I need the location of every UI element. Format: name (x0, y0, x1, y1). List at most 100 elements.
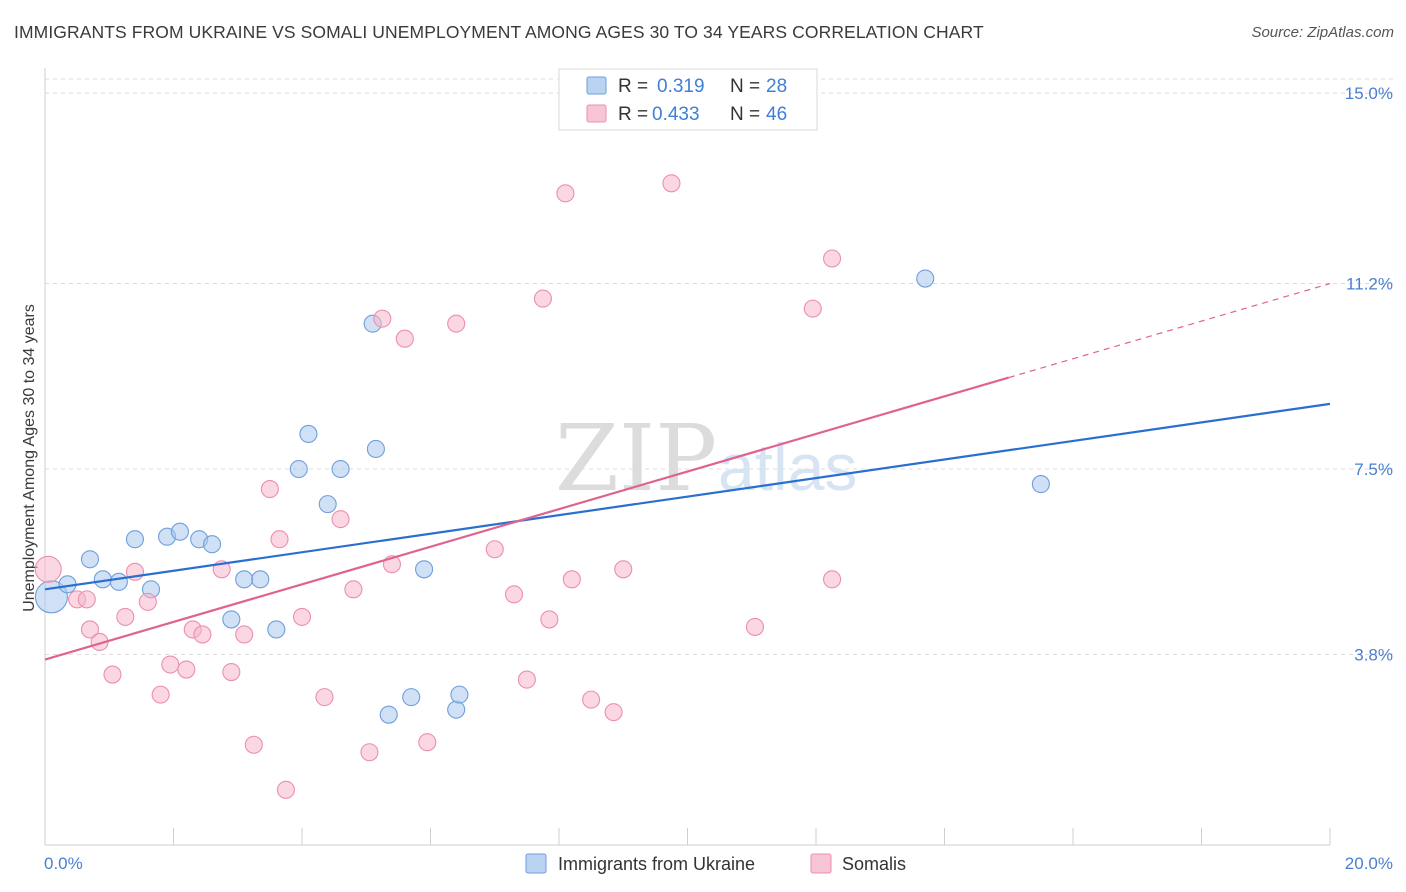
bottom-legend: Immigrants from Ukraine Somalis (525, 853, 906, 874)
y-tick-labels: 3.8% 7.5% 11.2% 15.0% (1345, 84, 1393, 664)
data-point[interactable] (138, 592, 157, 611)
data-point[interactable] (395, 329, 414, 348)
data-point[interactable] (360, 743, 379, 762)
data-point[interactable] (823, 249, 842, 268)
data-point[interactable] (116, 607, 135, 626)
data-point[interactable] (161, 655, 180, 674)
bottom-legend-item-ukraine[interactable]: Immigrants from Ukraine (525, 853, 755, 874)
legend-n-value-somalis: 46 (766, 104, 787, 125)
data-point[interactable] (540, 610, 559, 629)
data-point[interactable] (203, 535, 222, 554)
data-point[interactable] (562, 570, 581, 589)
data-point[interactable] (177, 660, 196, 679)
top-legend-row-somalis: R = 0.433 N = 46 (586, 104, 787, 125)
data-point[interactable] (533, 289, 552, 308)
legend-r-value-ukraine: 0.319 (657, 76, 705, 97)
data-point[interactable] (193, 625, 212, 644)
legend-n-label: N = (730, 104, 760, 125)
legend-swatch-somalis (586, 104, 607, 123)
data-point[interactable] (289, 459, 308, 479)
data-point[interactable] (251, 570, 270, 589)
data-point[interactable] (556, 184, 575, 203)
x-tick-label: 20.0% (1345, 854, 1393, 873)
data-point[interactable] (235, 625, 254, 644)
data-point[interactable] (299, 424, 318, 443)
top-legend-row-ukraine: R = 0.319 N = 28 (586, 76, 787, 97)
data-point[interactable] (450, 685, 469, 704)
watermark: ZIP atlas (555, 405, 857, 512)
bottom-legend-label-somalis: Somalis (842, 854, 906, 874)
data-point[interactable] (517, 670, 536, 689)
legend-r-value-somalis: 0.433 (652, 104, 700, 125)
data-point[interactable] (745, 617, 765, 636)
data-point[interactable] (916, 269, 935, 288)
data-point[interactable] (34, 555, 62, 583)
chart-title: IMMIGRANTS FROM UKRAINE VS SOMALI UNEMPL… (14, 22, 984, 42)
data-point[interactable] (485, 540, 504, 559)
trend-line-extension-somalis (1008, 282, 1331, 379)
data-point[interactable] (151, 685, 170, 704)
data-point[interactable] (170, 522, 189, 541)
axes (44, 68, 1331, 846)
y-tick-label: 3.8% (1354, 646, 1393, 665)
trend-lines (44, 282, 1331, 661)
data-points (34, 174, 1050, 799)
series-somalis (34, 174, 842, 799)
data-point[interactable] (344, 580, 363, 599)
legend-r-label: R = (618, 76, 648, 97)
data-point[interactable] (402, 688, 421, 707)
data-point[interactable] (270, 530, 289, 549)
data-point[interactable] (244, 735, 263, 754)
data-point[interactable] (267, 620, 286, 639)
data-point[interactable] (447, 700, 466, 719)
data-point[interactable] (604, 703, 623, 722)
data-point[interactable] (331, 510, 350, 529)
data-point[interactable] (331, 459, 350, 479)
data-point[interactable] (222, 610, 241, 629)
data-point[interactable] (80, 620, 100, 639)
gridlines (45, 78, 1395, 656)
bottom-legend-item-somalis[interactable]: Somalis (810, 853, 906, 874)
data-point[interactable] (103, 665, 122, 684)
y-tick-label: 7.5% (1354, 460, 1393, 479)
bottom-legend-swatch-ukraine (525, 853, 547, 874)
data-point[interactable] (222, 663, 241, 682)
data-point[interactable] (662, 174, 681, 193)
data-point[interactable] (504, 585, 524, 604)
legend-swatch-ukraine (586, 76, 607, 95)
bottom-legend-label-ukraine: Immigrants from Ukraine (558, 854, 755, 874)
data-point[interactable] (125, 530, 144, 549)
watermark-zip: ZIP (555, 405, 717, 512)
x-tick-labels: 0.0% 20.0% (44, 854, 1393, 873)
data-point[interactable] (77, 590, 96, 609)
data-point[interactable] (80, 550, 100, 569)
data-point[interactable] (260, 480, 279, 499)
trend-line-ukraine (44, 402, 1331, 591)
legend-n-value-ukraine: 28 (766, 76, 787, 97)
trend-line-somalis (44, 376, 1010, 661)
data-point[interactable] (803, 299, 822, 318)
y-tick-label: 11.2% (1346, 275, 1393, 294)
data-point[interactable] (614, 560, 633, 579)
series-ukraine (34, 269, 1050, 724)
data-point[interactable] (235, 570, 254, 589)
data-point[interactable] (366, 439, 385, 459)
data-point[interactable] (318, 495, 337, 514)
data-point[interactable] (315, 688, 334, 707)
data-point[interactable] (292, 607, 312, 626)
data-point[interactable] (379, 705, 398, 724)
data-point[interactable] (582, 690, 601, 709)
data-point[interactable] (823, 570, 842, 589)
data-point[interactable] (415, 560, 434, 579)
data-point[interactable] (109, 572, 128, 591)
data-point[interactable] (373, 309, 392, 328)
y-axis-title: Unemployment Among Ages 30 to 34 years (21, 304, 38, 612)
top-legend: R = 0.319 N = 28 R = 0.433 N = 46 (558, 68, 818, 131)
y-tick-label: 15.0% (1345, 84, 1393, 103)
legend-r-label: R = (618, 104, 648, 125)
data-point[interactable] (276, 780, 295, 799)
data-point[interactable] (1031, 475, 1050, 494)
data-point[interactable] (447, 314, 466, 333)
data-point[interactable] (418, 733, 437, 752)
